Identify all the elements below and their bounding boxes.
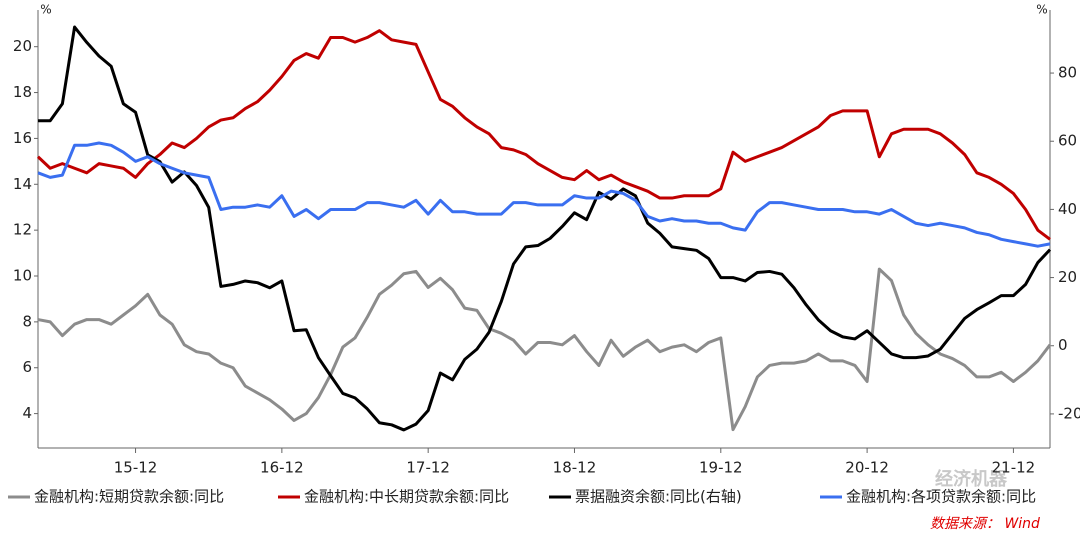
watermark: 经济机器 — [935, 468, 1008, 490]
legend-label: 金融机构:短期贷款余额:同比 — [34, 488, 224, 506]
x-tick-label: 16-12 — [260, 459, 304, 477]
x-tick-label: 15-12 — [114, 459, 158, 477]
legend-label: 金融机构:各项贷款余额:同比 — [846, 488, 1036, 506]
y2-tick-label: 0 — [1058, 336, 1068, 354]
x-tick-label: 21-12 — [992, 459, 1036, 477]
y2-tick-label: -20 — [1058, 404, 1080, 422]
y-tick-label: 16 — [13, 129, 32, 147]
y-tick-label: 8 — [22, 312, 32, 330]
y-tick-label: 20 — [13, 37, 32, 55]
series-line — [37, 141, 1051, 248]
x-tick-label: 20-12 — [845, 459, 889, 477]
legend-label: 票据融资余额:同比(右轴) — [575, 488, 742, 506]
series-line — [38, 25, 1052, 432]
source: 数据来源： Wind — [930, 516, 1040, 532]
y2-tick-label: 80 — [1058, 64, 1077, 82]
y-tick-label: 14 — [13, 175, 32, 193]
y-tick-label: 18 — [13, 83, 32, 101]
series-line — [37, 267, 1052, 432]
y-tick-label: 4 — [22, 404, 32, 422]
y-tick-label: 10 — [13, 267, 32, 285]
x-tick-label: 19-12 — [699, 459, 743, 477]
y2-tick-label: 40 — [1058, 200, 1077, 218]
series-line — [36, 29, 1051, 241]
y2-unit: % — [1036, 3, 1047, 17]
legend-label: 金融机构:中长期贷款余额:同比 — [304, 488, 509, 506]
y2-tick-label: 20 — [1058, 268, 1077, 286]
y-unit: % — [40, 3, 51, 17]
y-tick-label: 6 — [22, 358, 32, 376]
x-tick-label: 17-12 — [406, 459, 450, 477]
x-tick-label: 18-12 — [553, 459, 597, 477]
y2-tick-label: 60 — [1058, 132, 1077, 150]
y-tick-label: 12 — [13, 221, 32, 239]
